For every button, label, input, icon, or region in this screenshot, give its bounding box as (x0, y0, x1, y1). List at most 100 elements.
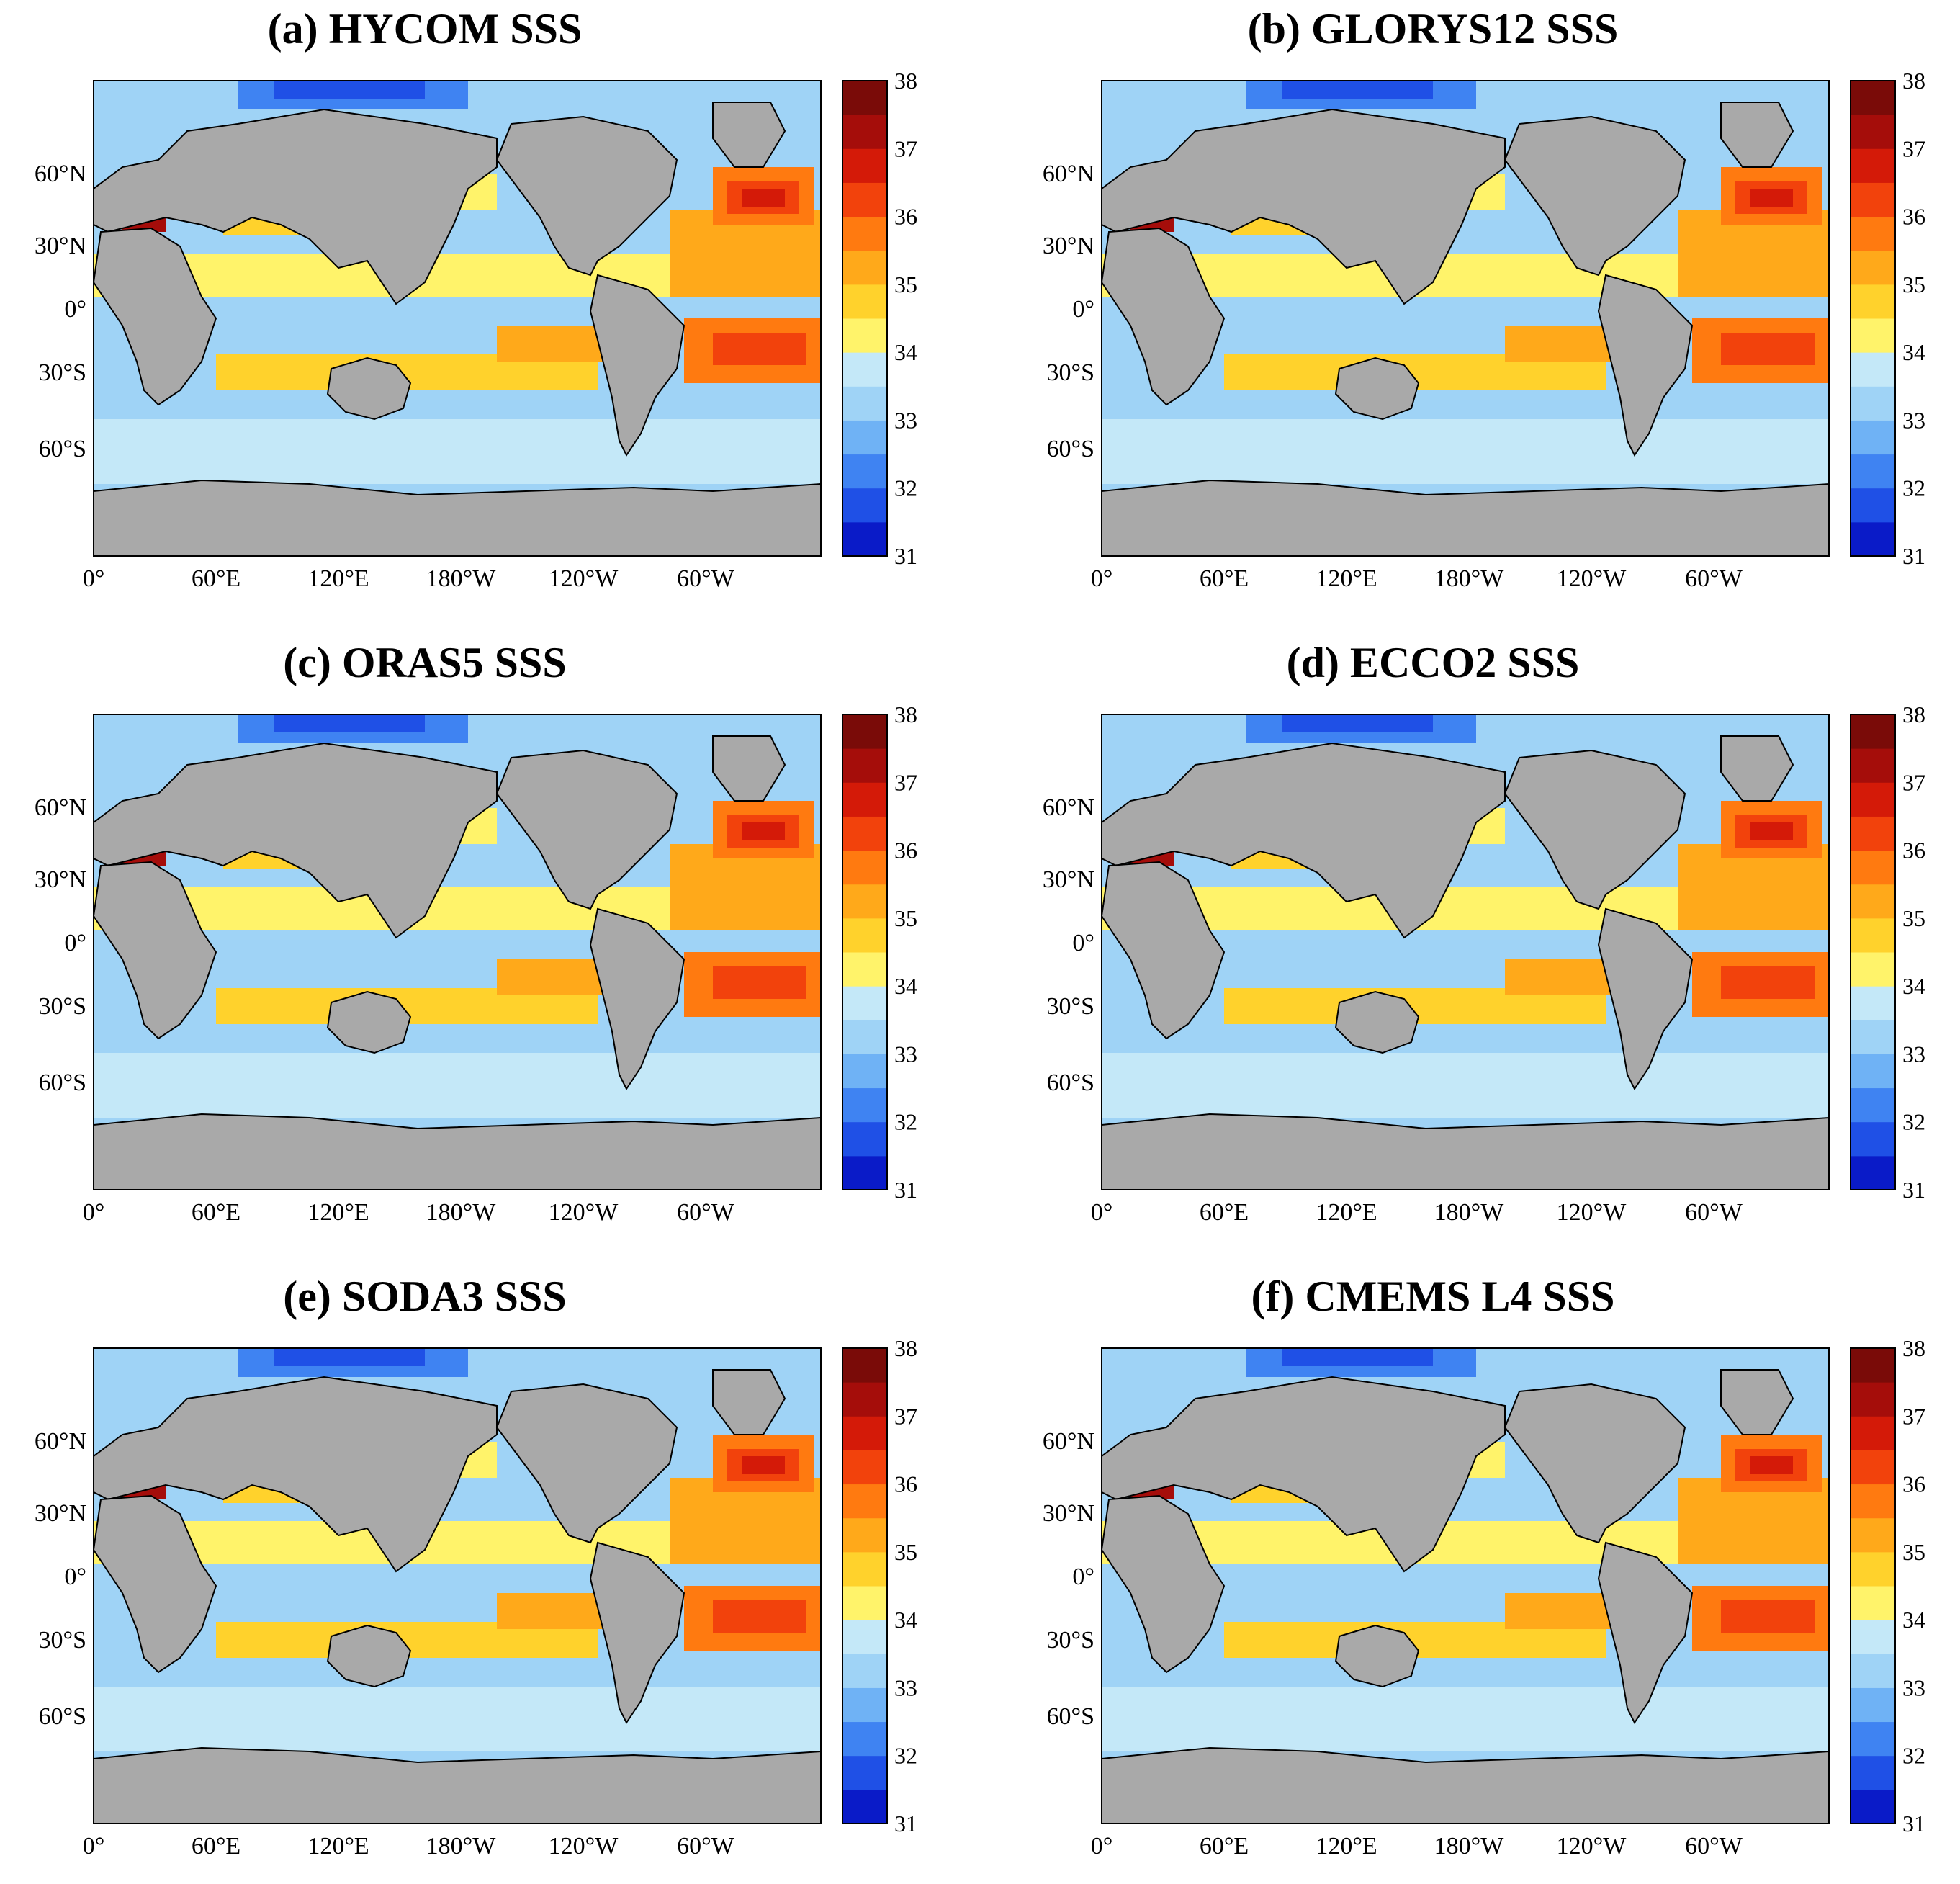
land-mass (589, 907, 685, 1090)
colorbar-tick-label: 34 (894, 339, 917, 365)
longitude-label: 120°E (307, 1833, 369, 1860)
latitude-label: 0° (64, 930, 86, 956)
longitude-label: 120°W (1557, 1833, 1627, 1860)
colorbar-segment (1851, 216, 1895, 251)
longitude-label: 60°W (677, 565, 735, 592)
colorbar-tick-label: 37 (894, 769, 917, 795)
colorbar-segment (842, 318, 887, 353)
salinity-contour (274, 81, 425, 99)
colorbar-segment (1851, 386, 1895, 421)
panel-c: (c) ORAS5 SSS 60°N 30°N 0° 30°S 60°S 0° 60°E 12… (0, 634, 950, 1246)
colorbar-tick-label: 36 (1902, 204, 1925, 230)
salinity-contour (713, 333, 806, 365)
longitude-label: 60°W (677, 1833, 735, 1860)
colorbar-segment (1851, 454, 1895, 489)
land-mass (326, 356, 412, 421)
land-mass (1597, 1541, 1694, 1724)
colorbar-segment (842, 1121, 887, 1157)
salinity-contour (1102, 1521, 1829, 1564)
colorbar-segment (1851, 488, 1895, 523)
salinity-contour (216, 1622, 598, 1658)
longitude-label: 180°W (1434, 1199, 1505, 1226)
land-mass (94, 1746, 821, 1824)
longitude-label: 60°W (677, 1199, 735, 1226)
longitude-label: 0° (83, 1833, 105, 1860)
salinity-field (94, 714, 821, 1190)
colorbar-segment (1851, 1586, 1895, 1620)
colorbar-segment (842, 454, 887, 489)
colorbar-segment (842, 1620, 887, 1654)
latitude-label: 0° (64, 296, 86, 323)
colorbar-frame (842, 714, 888, 1190)
land-mass (495, 1383, 678, 1544)
colorbar-segment (842, 1087, 887, 1123)
land-mass (94, 1113, 821, 1190)
colorbar-segment (842, 1721, 887, 1757)
colorbar-segment (842, 1484, 887, 1519)
salinity-contour (1750, 822, 1793, 840)
longitude-label: 120°E (307, 1199, 369, 1226)
salinity-contour (1750, 189, 1793, 207)
colorbar-segment (1851, 884, 1895, 919)
land-mass (1597, 274, 1694, 457)
land-mass (1102, 108, 1506, 305)
salinity-contour (216, 988, 598, 1024)
latitude-label: 60°N (1043, 794, 1094, 821)
salinity-field (1102, 714, 1829, 1190)
panel-f: (f) CMEMS L4 SSS 60°N 30°N 0° 30°S 60°S 0° 60°… (1008, 1268, 1959, 1880)
longitude-label: 0° (83, 1199, 105, 1226)
colorbar-tick-label: 32 (894, 1109, 917, 1135)
longitude-label: 60°E (1200, 1833, 1249, 1860)
longitude-label: 120°W (549, 1833, 619, 1860)
colorbar-segment (1851, 1789, 1895, 1824)
colorbar-segment (1851, 1121, 1895, 1157)
salinity-contour (670, 844, 821, 930)
land-mass (1334, 1624, 1420, 1688)
colorbar-segment (842, 918, 887, 953)
land-mass (495, 115, 678, 277)
longitude-label: 60°W (1685, 565, 1743, 592)
colorbar-segment (842, 284, 887, 319)
longitude-label: 60°E (1200, 565, 1249, 592)
salinity-contour (216, 354, 598, 390)
land-mass (712, 102, 786, 168)
salinity-contour (274, 1348, 425, 1366)
land-mass (94, 227, 217, 406)
colorbar-segment (1851, 850, 1895, 885)
land-mass (94, 861, 217, 1040)
colorbar-segment (1851, 782, 1895, 817)
salinity-contour (1102, 887, 1829, 930)
longitude-label: 0° (1091, 565, 1113, 592)
colorbar-segment (842, 1348, 887, 1383)
colorbar-tick-label: 38 (894, 701, 917, 727)
latitude-label: 30°S (1046, 1627, 1094, 1654)
land-mass (326, 990, 412, 1054)
panel-b: (b) GLORYS12 SSS 60°N 30°N 0° 30°S 60°S 0° 60°… (1008, 0, 1959, 612)
colorbar-segment (1851, 1620, 1895, 1654)
colorbar-segment (1851, 1450, 1895, 1485)
colorbar-segment (842, 1020, 887, 1054)
salinity-contour (1102, 419, 1829, 484)
longitude-label: 60°E (1200, 1199, 1249, 1226)
panel-e: (e) SODA3 SSS 60°N 30°N 0° 30°S 60°S 0° 60°E 12… (0, 1268, 950, 1880)
land-mass (589, 1541, 685, 1724)
colorbar-segment (842, 115, 887, 149)
colorbar-tick-label: 38 (1902, 68, 1925, 94)
colorbar-segment (842, 182, 887, 217)
colorbar-tick-label: 32 (1902, 475, 1925, 501)
colorbar-segment (1851, 1054, 1895, 1089)
salinity-field (94, 81, 821, 556)
colorbar-frame (1850, 714, 1896, 1190)
map-frame (93, 714, 822, 1190)
colorbar-segment (1851, 318, 1895, 353)
colorbar-tick-label: 34 (1902, 973, 1925, 999)
panel-title: (c) ORAS5 SSS (283, 639, 567, 686)
longitude-label: 120°E (1316, 1833, 1377, 1860)
land-mass (1102, 479, 1829, 556)
colorbar-tick-label: 38 (894, 68, 917, 94)
salinity-contour (94, 254, 821, 297)
latitude-label: 60°N (1043, 1428, 1094, 1455)
colorbar-segment (842, 1416, 887, 1450)
longitude-label: 120°E (307, 565, 369, 592)
salinity-contour (1282, 1348, 1433, 1366)
